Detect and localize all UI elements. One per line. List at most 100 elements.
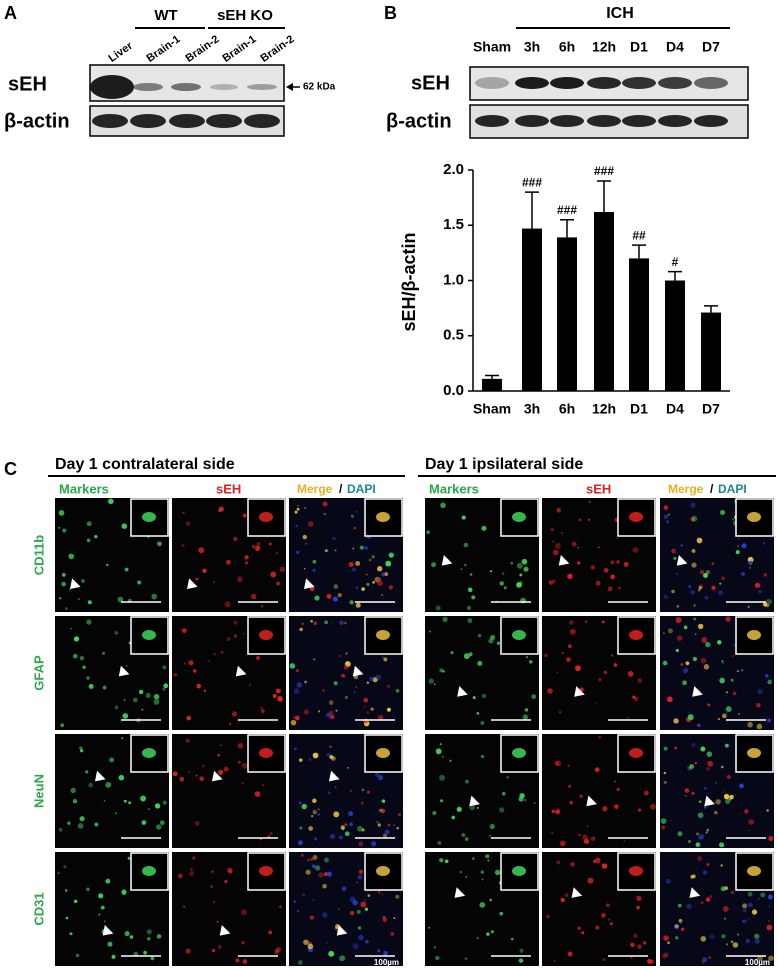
band: [90, 75, 134, 99]
cell: [341, 886, 347, 892]
cell: [294, 510, 298, 514]
cell: [679, 922, 682, 925]
cell: [499, 581, 504, 586]
cell: [147, 937, 151, 941]
cell: [196, 684, 201, 689]
micrograph: [425, 734, 539, 848]
cell: [728, 797, 732, 801]
cell: [111, 954, 116, 959]
cell: [707, 703, 711, 707]
cell: [367, 894, 371, 897]
cell: [768, 894, 773, 900]
column-label: sEH: [216, 481, 241, 496]
cell: [428, 926, 431, 929]
cell: [614, 804, 619, 809]
cell: [202, 568, 207, 573]
cell: [324, 620, 329, 625]
cell: [314, 595, 320, 601]
cell: [212, 900, 216, 904]
cell: [764, 673, 769, 678]
cell: [525, 656, 529, 659]
cell: [326, 871, 332, 877]
cell: [768, 955, 774, 962]
cell: [732, 691, 737, 696]
cell: [691, 874, 696, 879]
cell: [188, 871, 194, 877]
cell: [185, 738, 190, 743]
cell: [381, 572, 386, 577]
cell: [544, 653, 548, 658]
cell: [516, 562, 523, 569]
cell: [356, 909, 361, 914]
cell: [613, 663, 618, 667]
cell: [298, 960, 303, 965]
cell: [299, 826, 303, 830]
cell: [680, 927, 685, 932]
cell: [141, 708, 144, 711]
cell: [233, 620, 238, 625]
cell: [732, 518, 735, 521]
cell: [195, 774, 198, 777]
cell: [463, 542, 469, 548]
cell: [364, 898, 367, 902]
cell: [636, 905, 640, 910]
lane-label: 12h: [592, 39, 616, 55]
cell: [471, 595, 476, 600]
cell: [723, 793, 730, 800]
cell: [747, 721, 753, 728]
cell: [486, 932, 490, 936]
cell: [393, 824, 396, 826]
cell: [578, 834, 581, 837]
cell: [195, 577, 199, 581]
cell: [368, 558, 372, 562]
inset: [130, 616, 169, 655]
cell: [690, 517, 696, 522]
x-tick-label: 6h: [559, 401, 575, 417]
cell: [428, 678, 434, 684]
inset-cell: [747, 630, 761, 640]
cell: [663, 505, 669, 510]
cell: [733, 644, 735, 647]
cell: [244, 561, 249, 565]
cell: [293, 900, 297, 903]
cell: [594, 701, 597, 704]
x-tick-label: 3h: [524, 401, 540, 417]
cell: [150, 956, 155, 961]
annotation: ##: [632, 228, 646, 242]
cell: [732, 655, 734, 658]
cell: [673, 923, 680, 930]
cell: [218, 769, 224, 775]
cell: [506, 776, 509, 779]
cell: [381, 656, 384, 659]
cell: [218, 509, 221, 513]
cell: [577, 926, 581, 930]
cell: [481, 525, 487, 531]
cell: [338, 835, 343, 840]
inset-cell: [142, 866, 156, 876]
cell: [709, 934, 715, 939]
cell: [72, 799, 78, 804]
cell: [690, 589, 695, 595]
cell: [355, 560, 361, 566]
cell: [241, 762, 248, 769]
cell: [370, 707, 374, 711]
cell: [689, 764, 695, 769]
cell: [467, 618, 473, 624]
cell: [317, 813, 321, 816]
cell: [602, 958, 606, 962]
cell: [324, 549, 328, 553]
cell: [227, 867, 233, 874]
cell: [312, 855, 318, 860]
cell: [351, 567, 357, 572]
cell: [519, 581, 523, 585]
cell: [747, 917, 750, 920]
cell: [102, 651, 106, 655]
cell: [616, 560, 620, 564]
cell: [737, 545, 739, 548]
cell: [725, 691, 728, 694]
cell: [754, 938, 760, 944]
cell: [477, 633, 482, 638]
side-title: Day 1 ipsilateral side: [425, 456, 583, 473]
cell: [344, 621, 347, 625]
cell: [182, 511, 185, 514]
